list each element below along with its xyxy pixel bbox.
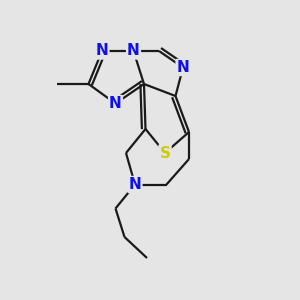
Text: N: N [177,60,189,75]
Text: N: N [129,177,141,192]
Text: N: N [96,44,108,59]
Text: N: N [127,44,140,59]
Text: N: N [109,96,122,111]
Text: S: S [160,146,170,160]
